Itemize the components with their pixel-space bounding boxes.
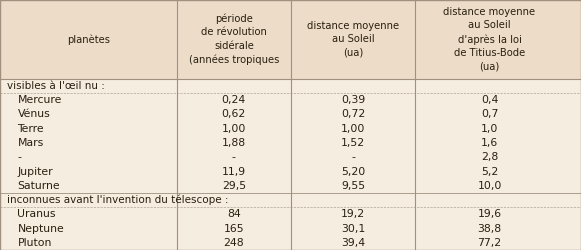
Text: inconnues avant l'invention du télescope :: inconnues avant l'invention du télescope… (7, 195, 228, 205)
Text: 165: 165 (224, 224, 244, 234)
Text: Vénus: Vénus (17, 110, 50, 120)
Text: 1,6: 1,6 (481, 138, 498, 148)
Text: 2,8: 2,8 (481, 152, 498, 162)
Text: 9,55: 9,55 (341, 181, 365, 191)
Text: -: - (232, 152, 236, 162)
Text: 1,00: 1,00 (341, 124, 365, 134)
Text: Neptune: Neptune (17, 224, 64, 234)
Text: 5,2: 5,2 (481, 166, 498, 176)
Text: Pluton: Pluton (17, 238, 52, 248)
Text: visibles à l'œil nu :: visibles à l'œil nu : (7, 81, 105, 91)
Text: -: - (351, 152, 355, 162)
Text: 1,0: 1,0 (481, 124, 498, 134)
Text: 0,39: 0,39 (341, 95, 365, 105)
Text: 10,0: 10,0 (478, 181, 501, 191)
Bar (0, 79, 581, 250)
Text: 19,6: 19,6 (478, 209, 501, 219)
Text: 38,8: 38,8 (478, 224, 501, 234)
Text: Mercure: Mercure (17, 95, 62, 105)
Text: 0,62: 0,62 (222, 110, 246, 120)
Text: -: - (17, 152, 21, 162)
Text: 19,2: 19,2 (341, 209, 365, 219)
Text: planètes: planètes (67, 34, 110, 44)
Text: distance moyenne
au Soleil
(ua): distance moyenne au Soleil (ua) (307, 21, 399, 58)
Text: 84: 84 (227, 209, 241, 219)
Text: distance moyenne
au Soleil
d'après la loi
de Titius-Bode
(ua): distance moyenne au Soleil d'après la lo… (443, 7, 536, 72)
Text: Jupiter: Jupiter (17, 166, 53, 176)
Bar (0, 0, 581, 79)
Text: 29,5: 29,5 (222, 181, 246, 191)
Text: 0,24: 0,24 (222, 95, 246, 105)
Text: 0,72: 0,72 (341, 110, 365, 120)
Text: Mars: Mars (17, 138, 44, 148)
Text: Uranus: Uranus (17, 209, 56, 219)
Text: 0,7: 0,7 (481, 110, 498, 120)
Text: 5,20: 5,20 (341, 166, 365, 176)
Text: 1,88: 1,88 (222, 138, 246, 148)
Text: période
de révolution
sidérale
(années tropiques: période de révolution sidérale (années t… (189, 13, 279, 66)
Text: 0,4: 0,4 (481, 95, 498, 105)
Text: 39,4: 39,4 (341, 238, 365, 248)
Text: Terre: Terre (17, 124, 44, 134)
Text: 1,00: 1,00 (222, 124, 246, 134)
Text: 248: 248 (224, 238, 244, 248)
Text: 11,9: 11,9 (222, 166, 246, 176)
Text: 30,1: 30,1 (341, 224, 365, 234)
Text: Saturne: Saturne (17, 181, 60, 191)
Text: 1,52: 1,52 (341, 138, 365, 148)
Text: 77,2: 77,2 (478, 238, 501, 248)
